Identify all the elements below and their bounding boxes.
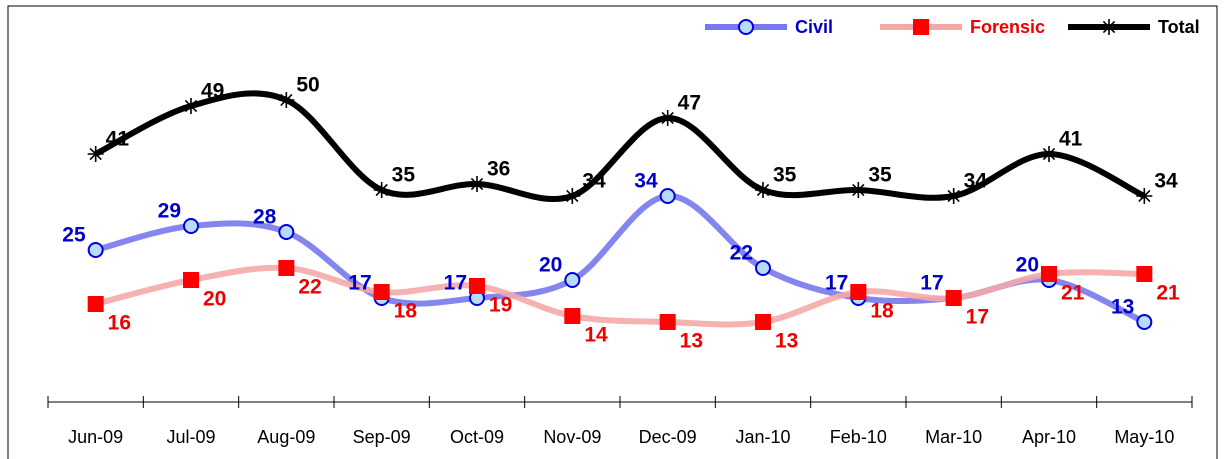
- point: [183, 272, 199, 288]
- data-label: 14: [584, 324, 608, 347]
- point: [1136, 266, 1153, 282]
- legend-marker: [1101, 19, 1117, 35]
- point: [278, 92, 295, 108]
- point: [183, 98, 199, 114]
- x-tick-label: Mar-10: [925, 427, 982, 447]
- point: [564, 272, 581, 288]
- data-label: 19: [489, 294, 512, 317]
- point: [87, 146, 104, 162]
- data-label: 22: [730, 242, 753, 265]
- point: [1041, 146, 1057, 162]
- data-label: 35: [773, 164, 797, 187]
- legend-label: Forensic: [970, 17, 1045, 37]
- point: [1136, 188, 1153, 204]
- data-label: 25: [62, 224, 86, 247]
- point: [278, 260, 295, 276]
- data-label: 35: [868, 164, 892, 187]
- point: [755, 260, 771, 276]
- x-tick-label: Nov-09: [543, 427, 601, 447]
- point: [564, 308, 581, 324]
- x-tick-label: Jan-10: [735, 427, 790, 447]
- x-tick-label: Aug-09: [257, 427, 315, 447]
- x-tick-label: May-10: [1114, 427, 1174, 447]
- data-label: 34: [634, 170, 658, 193]
- chart-frame: [7, 5, 1218, 459]
- data-label: 47: [678, 92, 701, 115]
- point: [1136, 314, 1153, 330]
- series-line: [94, 90, 1146, 203]
- data-label: 13: [1111, 296, 1134, 319]
- point: [564, 188, 581, 204]
- data-label: 34: [582, 170, 606, 193]
- data-label: 34: [1154, 170, 1178, 193]
- data-label: 17: [348, 272, 371, 295]
- data-label: 41: [106, 128, 130, 151]
- x-tick-label: Feb-10: [830, 427, 887, 447]
- data-label: 50: [296, 74, 319, 97]
- point: [278, 224, 295, 240]
- data-label: 36: [487, 158, 510, 181]
- x-tick-label: Jun-09: [68, 427, 123, 447]
- data-label: 18: [870, 300, 894, 323]
- legend-marker: [913, 19, 929, 35]
- point: [850, 182, 867, 198]
- data-label: 13: [680, 330, 703, 353]
- x-tick-label: Sep-09: [353, 427, 411, 447]
- data-label: 17: [966, 306, 989, 329]
- x-tick-label: Apr-10: [1022, 427, 1076, 447]
- data-label: 49: [201, 80, 224, 103]
- data-label: 13: [775, 330, 798, 353]
- point: [755, 182, 771, 198]
- data-label: 41: [1059, 128, 1083, 151]
- data-label: 16: [108, 312, 131, 335]
- x-tick-label: Dec-09: [639, 427, 697, 447]
- point: [469, 176, 485, 192]
- data-label: 34: [964, 170, 988, 193]
- data-label: 29: [158, 200, 181, 223]
- point: [183, 218, 199, 234]
- x-tick-label: Jul-09: [166, 427, 215, 447]
- data-label: 20: [1016, 254, 1039, 277]
- point: [659, 110, 676, 126]
- data-label: 28: [253, 206, 277, 229]
- data-label: 17: [825, 272, 848, 295]
- data-label: 17: [920, 272, 943, 295]
- point: [87, 242, 104, 258]
- point: [1041, 266, 1057, 282]
- data-label: 17: [444, 272, 467, 295]
- point: [659, 188, 676, 204]
- data-label: 20: [203, 288, 226, 311]
- point: [850, 284, 867, 300]
- legend-label: Total: [1158, 17, 1200, 37]
- point: [945, 188, 962, 204]
- data-label: 35: [392, 164, 416, 187]
- data-label: 21: [1061, 282, 1085, 305]
- x-tick-label: Oct-09: [450, 427, 504, 447]
- legend-label: Civil: [795, 17, 833, 37]
- data-label: 18: [394, 300, 418, 323]
- point: [469, 278, 485, 294]
- legend-marker: [738, 19, 754, 35]
- point: [373, 284, 390, 300]
- data-label: 22: [298, 276, 321, 299]
- point: [945, 290, 962, 306]
- point: [659, 314, 676, 330]
- data-label: 21: [1156, 282, 1180, 305]
- point: [373, 182, 390, 198]
- point: [87, 296, 104, 312]
- point: [755, 314, 771, 330]
- data-label: 20: [539, 254, 562, 277]
